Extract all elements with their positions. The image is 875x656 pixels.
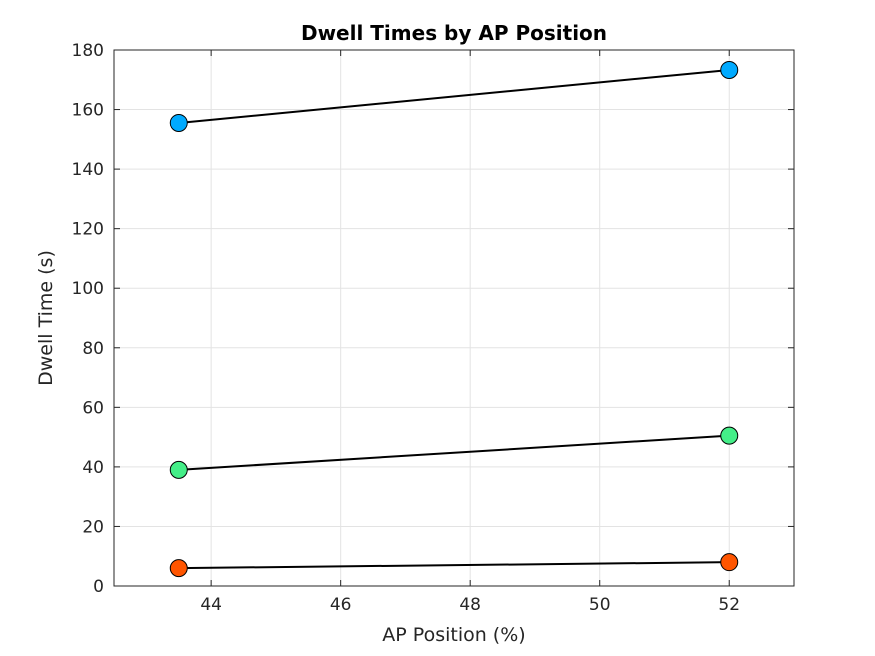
- grid-lines: [114, 49, 794, 587]
- y-tick-label: 60: [82, 398, 104, 418]
- data-point: [720, 426, 739, 445]
- y-tick-label: 100: [72, 279, 104, 299]
- x-tick-label: 50: [589, 595, 611, 615]
- y-tick-label: 160: [72, 101, 104, 121]
- series-1: [169, 60, 739, 132]
- x-tick-label: 52: [718, 595, 740, 615]
- series-line: [178, 434, 730, 471]
- y-tick-label: 120: [72, 220, 104, 240]
- y-tick-label: 80: [82, 339, 104, 359]
- y-axis: 0 20 40 60 80 100 120 140 160 180: [72, 41, 794, 597]
- series-3: [169, 553, 739, 578]
- series-layer: [169, 60, 739, 578]
- data-point: [169, 559, 188, 578]
- plot-area: [113, 49, 795, 587]
- series-line: [178, 561, 730, 570]
- chart-title: Dwell Times by AP Position: [301, 21, 607, 45]
- data-point: [169, 113, 188, 132]
- y-axis-label: Dwell Time (s): [35, 250, 57, 386]
- series-2: [169, 426, 739, 479]
- y-tick-label: 20: [82, 517, 104, 537]
- x-axis-label: AP Position (%): [382, 624, 525, 646]
- x-tick-label: 46: [330, 595, 352, 615]
- x-tick-label: 44: [200, 595, 222, 615]
- y-tick-label: 140: [72, 160, 104, 180]
- series-line: [178, 68, 730, 124]
- data-point: [169, 460, 188, 479]
- y-tick-label: 0: [93, 577, 104, 597]
- y-tick-label: 40: [82, 458, 104, 478]
- x-tick-label: 48: [459, 595, 481, 615]
- x-axis: 44 46 48 50 52: [200, 50, 740, 615]
- data-point: [720, 553, 739, 572]
- data-point: [720, 60, 739, 79]
- y-tick-label: 180: [72, 41, 104, 61]
